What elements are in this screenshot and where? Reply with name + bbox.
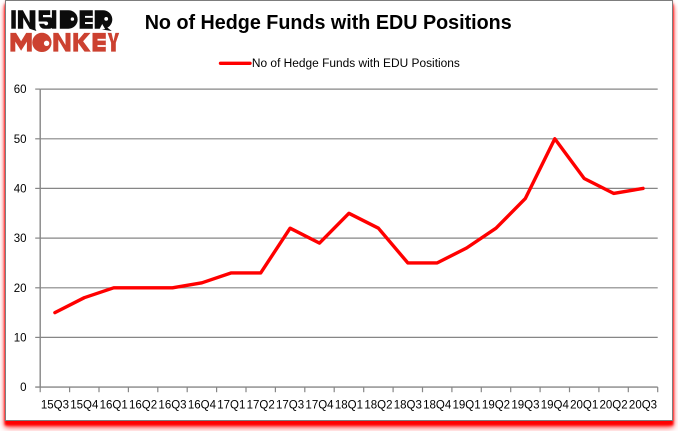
svg-text:0: 0 [20, 382, 26, 394]
svg-text:15Q4: 15Q4 [70, 400, 99, 412]
svg-text:60: 60 [14, 84, 27, 96]
svg-text:40: 40 [14, 183, 27, 195]
svg-text:18Q3: 18Q3 [394, 400, 422, 412]
svg-text:No of Hedge Funds with EDU Pos: No of Hedge Funds with EDU Positions [145, 12, 512, 34]
svg-text:19Q3: 19Q3 [511, 400, 539, 412]
svg-text:16Q4: 16Q4 [188, 400, 217, 412]
svg-text:18Q4: 18Q4 [423, 400, 452, 412]
svg-text:16Q1: 16Q1 [100, 400, 128, 412]
svg-text:18Q2: 18Q2 [364, 400, 392, 412]
svg-text:17Q4: 17Q4 [305, 400, 334, 412]
svg-text:20Q1: 20Q1 [570, 400, 598, 412]
svg-text:17Q1: 17Q1 [217, 400, 245, 412]
svg-text:10: 10 [14, 332, 27, 344]
svg-text:50: 50 [14, 134, 27, 146]
svg-text:No of Hedge Funds with EDU Pos: No of Hedge Funds with EDU Positions [252, 58, 460, 70]
svg-text:16Q2: 16Q2 [129, 400, 157, 412]
svg-text:17Q2: 17Q2 [247, 400, 275, 412]
svg-text:20Q2: 20Q2 [600, 400, 628, 412]
svg-text:19Q2: 19Q2 [482, 400, 510, 412]
svg-text:17Q3: 17Q3 [276, 400, 304, 412]
svg-text:18Q1: 18Q1 [335, 400, 363, 412]
svg-text:19Q1: 19Q1 [453, 400, 481, 412]
svg-text:19Q4: 19Q4 [541, 400, 570, 412]
svg-text:20Q3: 20Q3 [629, 400, 657, 412]
svg-text:20: 20 [14, 283, 27, 295]
svg-text:16Q3: 16Q3 [158, 400, 186, 412]
svg-text:30: 30 [14, 233, 27, 245]
svg-text:15Q3: 15Q3 [41, 400, 69, 412]
